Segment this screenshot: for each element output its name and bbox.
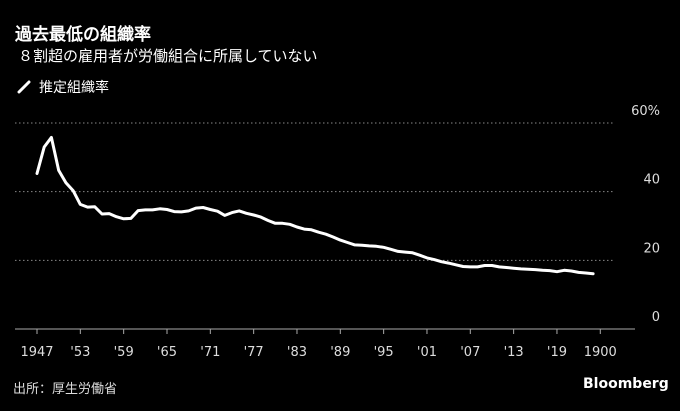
x-tick-label: '59 (114, 345, 134, 360)
y-tick-label: 40 (643, 173, 660, 188)
x-tick-label: '65 (157, 345, 177, 360)
legend-label: 推定組織率 (39, 80, 109, 96)
y-tick-label: 60% (631, 104, 660, 119)
x-tick-label: '13 (504, 345, 524, 360)
bloomberg-logo: Bloomberg (583, 376, 669, 392)
y-tick-label: 20 (643, 241, 660, 256)
source-note: 出所：厚生労働省 (13, 382, 118, 397)
x-tick-label: '53 (70, 345, 90, 360)
chart-subtitle: ８割超の雇用者が労働組合に所属していない (18, 47, 318, 65)
x-tick-label: '01 (417, 345, 437, 360)
legend: 推定組織率 (17, 77, 109, 97)
x-tick-label: '07 (460, 345, 480, 360)
x-tick-label: 1947 (20, 345, 53, 360)
x-tick-label: '71 (200, 345, 220, 360)
x-tick-label: '83 (287, 345, 307, 360)
series-line-推定組織率 (35, 135, 595, 276)
y-tick-label: 0 (652, 310, 660, 325)
legend-line-icon (17, 80, 31, 94)
chart-title: 過去最低の組織率 (15, 25, 151, 45)
x-tick-label: '95 (374, 345, 394, 360)
x-tick-label: '19 (547, 345, 567, 360)
x-tick-label: 1900 (584, 345, 617, 360)
x-tick-label: '77 (244, 345, 264, 360)
x-tick-label: '89 (330, 345, 350, 360)
